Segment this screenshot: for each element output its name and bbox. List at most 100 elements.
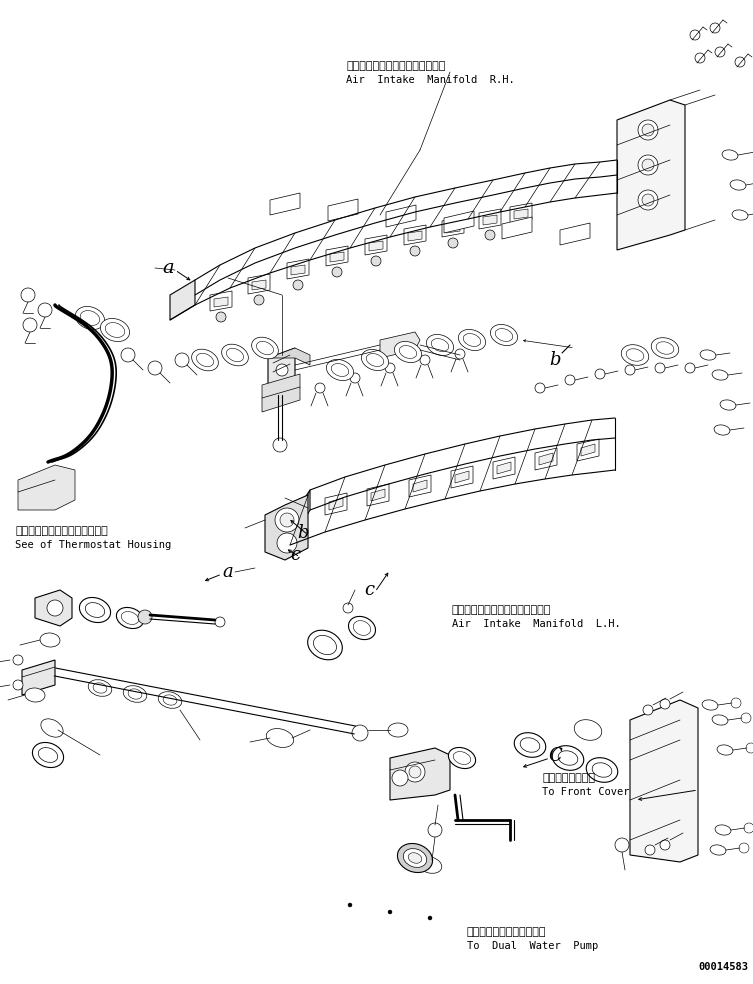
Ellipse shape — [85, 602, 105, 617]
Ellipse shape — [514, 733, 546, 758]
Polygon shape — [329, 498, 343, 510]
Circle shape — [332, 267, 342, 277]
Text: 00014583: 00014583 — [698, 962, 748, 972]
Text: サーモスタットハウジング参照: サーモスタットハウジング参照 — [15, 526, 108, 536]
Circle shape — [625, 365, 635, 375]
Ellipse shape — [32, 743, 63, 768]
Ellipse shape — [366, 353, 384, 366]
Polygon shape — [451, 466, 473, 488]
Text: To Front Cover: To Front Cover — [542, 787, 630, 797]
Polygon shape — [581, 444, 595, 456]
Circle shape — [638, 155, 658, 175]
Ellipse shape — [651, 338, 678, 358]
Circle shape — [746, 743, 753, 753]
Circle shape — [615, 838, 629, 852]
Ellipse shape — [700, 350, 716, 360]
Circle shape — [731, 698, 741, 708]
Circle shape — [352, 725, 368, 741]
Polygon shape — [404, 225, 426, 245]
Circle shape — [428, 916, 432, 920]
Ellipse shape — [100, 319, 130, 341]
Ellipse shape — [552, 746, 584, 770]
Ellipse shape — [257, 341, 273, 354]
Circle shape — [13, 680, 23, 690]
Polygon shape — [325, 493, 347, 515]
Circle shape — [739, 843, 749, 853]
Polygon shape — [268, 348, 310, 365]
Polygon shape — [35, 590, 72, 626]
Circle shape — [695, 53, 705, 63]
Ellipse shape — [163, 695, 177, 706]
Text: b: b — [549, 351, 561, 369]
Ellipse shape — [399, 345, 416, 358]
Ellipse shape — [395, 341, 422, 362]
Ellipse shape — [105, 323, 125, 338]
Text: c: c — [290, 546, 300, 564]
Circle shape — [276, 364, 288, 376]
Ellipse shape — [575, 719, 602, 740]
Ellipse shape — [38, 748, 58, 763]
Ellipse shape — [267, 728, 294, 748]
Ellipse shape — [349, 616, 376, 640]
Ellipse shape — [710, 845, 726, 855]
Circle shape — [216, 312, 226, 322]
Ellipse shape — [40, 633, 60, 647]
Ellipse shape — [722, 150, 738, 160]
Ellipse shape — [520, 738, 540, 752]
Text: a: a — [162, 259, 174, 277]
Polygon shape — [390, 748, 450, 800]
Circle shape — [405, 762, 425, 782]
Polygon shape — [330, 252, 344, 262]
Polygon shape — [539, 453, 553, 465]
Polygon shape — [444, 211, 474, 233]
Polygon shape — [630, 700, 698, 862]
Circle shape — [642, 159, 654, 171]
Ellipse shape — [197, 353, 214, 367]
Circle shape — [735, 57, 745, 67]
Polygon shape — [170, 280, 195, 320]
Polygon shape — [291, 265, 305, 275]
Circle shape — [655, 363, 665, 373]
Ellipse shape — [490, 325, 517, 345]
Polygon shape — [514, 209, 528, 219]
Circle shape — [175, 353, 189, 367]
Ellipse shape — [117, 607, 144, 629]
Ellipse shape — [715, 825, 731, 835]
Ellipse shape — [88, 680, 111, 697]
Text: c: c — [364, 581, 374, 599]
Polygon shape — [413, 480, 427, 492]
Polygon shape — [371, 489, 385, 501]
Circle shape — [277, 533, 297, 553]
Circle shape — [13, 655, 23, 665]
Circle shape — [660, 699, 670, 709]
Circle shape — [275, 508, 299, 532]
Circle shape — [371, 256, 381, 266]
Text: To  Dual  Water  Pump: To Dual Water Pump — [467, 941, 598, 951]
Polygon shape — [214, 297, 228, 307]
Polygon shape — [268, 348, 295, 392]
Circle shape — [710, 23, 720, 33]
Ellipse shape — [587, 758, 617, 782]
Ellipse shape — [418, 857, 442, 874]
Circle shape — [485, 230, 495, 240]
Circle shape — [638, 190, 658, 210]
Polygon shape — [386, 205, 416, 227]
Text: エアーインテークマニホールド左: エアーインテークマニホールド左 — [452, 605, 551, 615]
Ellipse shape — [326, 359, 354, 381]
Circle shape — [23, 318, 37, 332]
Circle shape — [660, 840, 670, 850]
Ellipse shape — [448, 748, 476, 769]
Circle shape — [642, 124, 654, 136]
Circle shape — [638, 120, 658, 140]
Circle shape — [215, 617, 225, 627]
Ellipse shape — [313, 636, 337, 654]
Circle shape — [273, 438, 287, 452]
Ellipse shape — [79, 597, 111, 623]
Polygon shape — [497, 462, 511, 474]
Circle shape — [420, 355, 430, 365]
Text: See of Thermostat Housing: See of Thermostat Housing — [15, 540, 172, 550]
Circle shape — [392, 770, 408, 786]
Polygon shape — [560, 223, 590, 245]
Polygon shape — [502, 217, 532, 239]
Circle shape — [38, 303, 52, 317]
